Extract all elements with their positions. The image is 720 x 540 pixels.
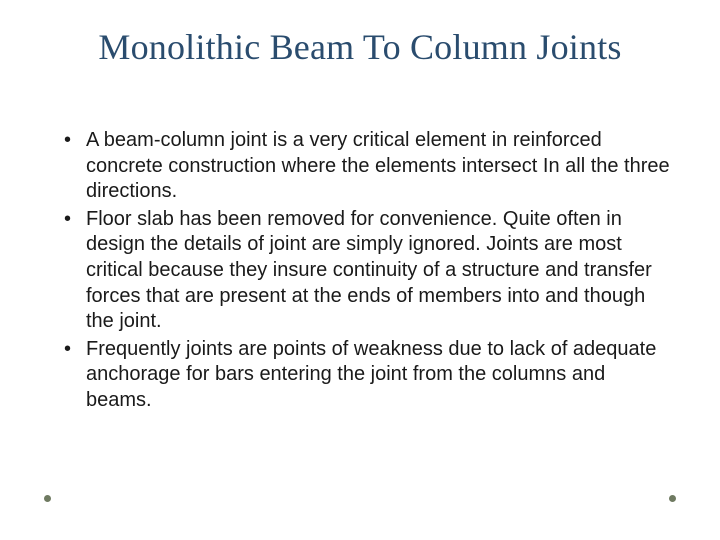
bullet-list: A beam-column joint is a very critical e… [50,128,670,414]
list-item: Frequently joints are points of weakness… [58,337,670,414]
list-item: A beam-column joint is a very critical e… [58,128,670,205]
slide: Monolithic Beam To Column Joints A beam-… [0,0,720,540]
page-title: Monolithic Beam To Column Joints [50,26,670,68]
list-item: Floor slab has been removed for convenie… [58,207,670,335]
decor-dot-icon [44,495,51,502]
decor-dot-icon [669,495,676,502]
